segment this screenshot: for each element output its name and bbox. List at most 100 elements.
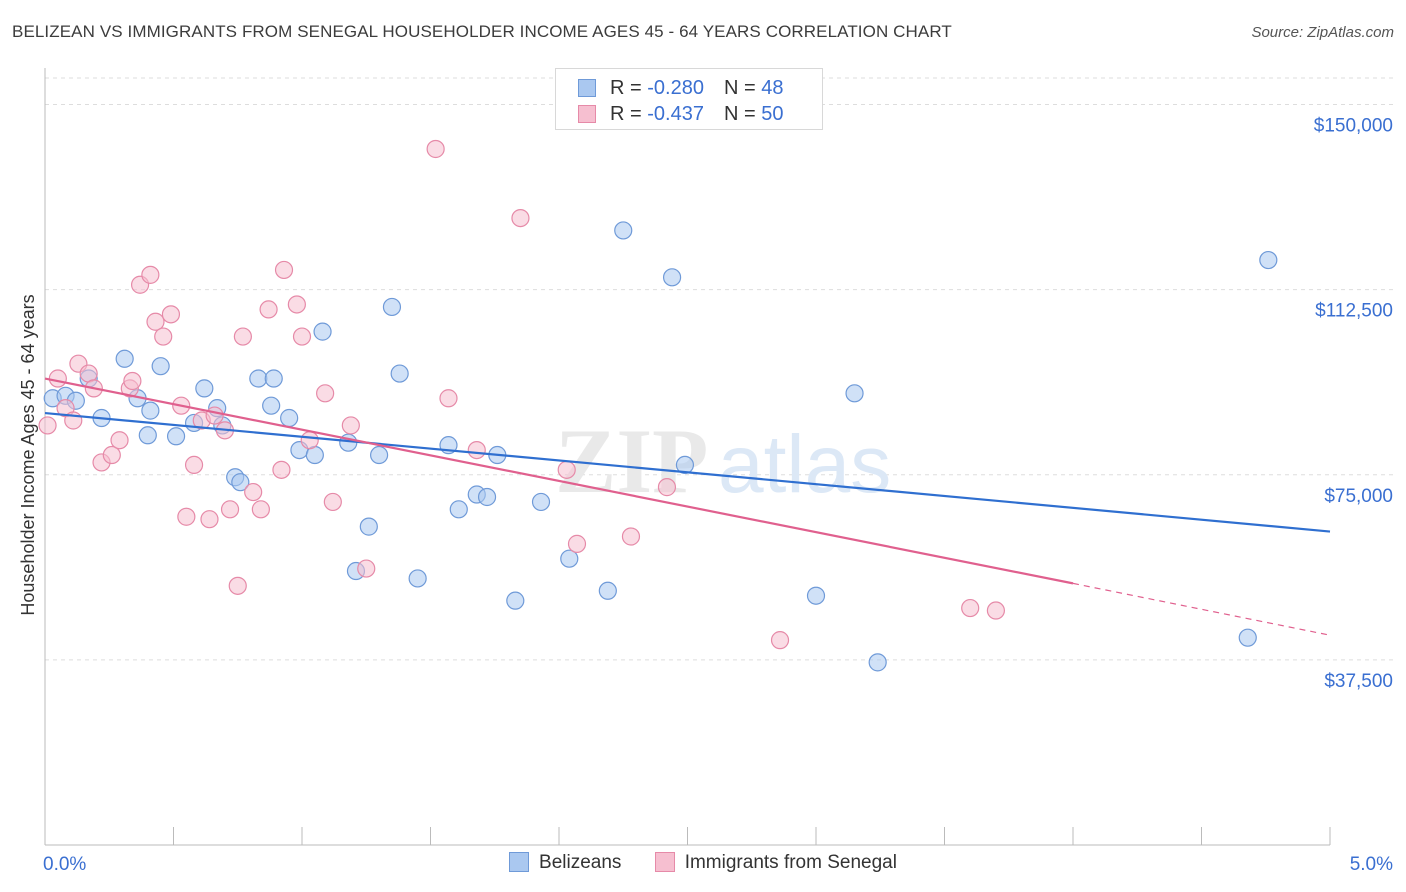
belizeans-point <box>151 357 170 376</box>
trend-lines <box>44 377 1331 636</box>
y-tick-label: $112,500 <box>1315 301 1393 322</box>
legend-n-label: N = <box>723 77 762 99</box>
senegal-point <box>205 406 224 425</box>
legend-swatch-belizeans <box>509 852 530 872</box>
belizeans-point <box>359 517 378 536</box>
senegal-point <box>228 576 247 595</box>
legend-swatch-belizeans <box>578 79 596 97</box>
belizeans-point <box>675 455 695 475</box>
senegal-point <box>274 260 294 280</box>
belizeans-point <box>138 426 157 445</box>
senegal-point <box>38 416 57 435</box>
senegal-point <box>233 327 252 346</box>
belizeans-point <box>231 473 250 492</box>
senegal-point <box>102 445 121 465</box>
belizeans-point <box>370 445 389 465</box>
senegal-point <box>621 527 641 546</box>
data-points <box>38 139 1278 672</box>
watermark: ZIP atlas <box>555 410 891 512</box>
belizeans-point <box>449 500 468 519</box>
legend-swatch-senegal <box>654 852 675 872</box>
senegal-point <box>323 492 342 512</box>
senegal-point <box>184 455 204 475</box>
senegal-point <box>341 416 360 435</box>
senegal-point <box>220 500 240 519</box>
grid-lines <box>45 77 1395 661</box>
tick-labels: $37,500 $75,000 $112,500 $150,000 0.0% 5.0% <box>43 116 1393 875</box>
source-credit: Source: ZipAtlas.com <box>1251 24 1394 41</box>
senegal-point <box>287 295 306 314</box>
senegal-point <box>123 371 142 391</box>
belizeans-point <box>845 384 864 403</box>
senegal-point <box>251 500 270 519</box>
senegal-point <box>557 460 576 479</box>
belizeans-point <box>560 549 579 568</box>
senegal-trend-line <box>44 377 1074 585</box>
chart-title: BELIZEAN VS IMMIGRANTS FROM SENEGAL HOUS… <box>12 22 952 41</box>
legend-r-value: -0.280 <box>647 77 704 99</box>
senegal-point <box>200 510 219 529</box>
belizeans-point <box>614 221 633 240</box>
senegal-point <box>657 478 677 497</box>
legend-label-belizeans: Belizeans <box>539 852 622 873</box>
belizeans-point <box>598 581 617 600</box>
senegal-point <box>439 389 458 408</box>
belizeans-point <box>506 591 525 610</box>
senegal-point <box>177 507 196 526</box>
belizeans-point <box>313 322 332 341</box>
senegal-point <box>110 431 129 450</box>
senegal-point <box>426 139 445 159</box>
legend-row-senegal: R = -0.437 N = 50 <box>578 103 783 125</box>
belizeans-point <box>1238 628 1257 647</box>
senegal-point <box>467 440 486 460</box>
series-legend: Belizeans Immigrants from Senegal <box>0 852 1406 874</box>
legend-r-label: R = <box>610 77 648 99</box>
legend-r-value: -0.437 <box>647 103 704 125</box>
belizeans-point <box>166 427 186 446</box>
belizeans-point <box>262 396 281 415</box>
belizeans-point <box>868 653 887 672</box>
senegal-point <box>259 300 278 319</box>
belizeans-point <box>264 369 283 388</box>
belizeans-point <box>390 364 409 383</box>
legend-n-value: 48 <box>761 77 784 99</box>
senegal-point <box>567 534 587 553</box>
belizeans-point <box>249 369 268 388</box>
belizeans-point <box>408 569 427 588</box>
senegal-point <box>141 265 160 284</box>
belizeans-point <box>477 487 497 507</box>
belizeans-point <box>382 297 402 317</box>
legend-n-value: 50 <box>761 103 784 125</box>
belizeans-point <box>1259 250 1278 270</box>
senegal-point <box>292 327 312 346</box>
y-tick-label: $37,500 <box>1324 671 1393 692</box>
senegal-point <box>357 559 376 578</box>
x-tick-label: 0.0% <box>43 854 86 875</box>
belizeans-point <box>531 492 551 512</box>
axes <box>44 68 1331 846</box>
y-tick-label: $150,000 <box>1314 116 1393 137</box>
senegal-point <box>161 305 181 324</box>
senegal-point <box>511 208 530 228</box>
y-axis-label: Householder Income Ages 45 - 64 years <box>18 294 38 615</box>
legend-row-belizeans: R = -0.280 N = 48 <box>578 77 783 99</box>
belizeans-point <box>806 586 826 605</box>
senegal-trend-extension <box>1072 582 1331 636</box>
watermark-atlas: atlas <box>718 419 891 510</box>
belizeans-point <box>280 408 299 428</box>
belizeans-point <box>141 401 160 420</box>
senegal-point <box>316 384 335 403</box>
senegal-point <box>272 460 291 479</box>
legend-item-belizeans: Belizeans <box>509 852 621 874</box>
senegal-point <box>146 312 165 331</box>
senegal-point <box>244 482 263 502</box>
belizeans-point <box>115 349 134 368</box>
senegal-point <box>986 601 1006 620</box>
senegal-point <box>48 369 67 388</box>
belizeans-trend-line <box>44 411 1331 533</box>
belizeans-point <box>195 379 214 398</box>
legend-label-senegal: Immigrants from Senegal <box>684 852 897 873</box>
senegal-point <box>961 598 980 618</box>
belizeans-point <box>662 268 682 287</box>
